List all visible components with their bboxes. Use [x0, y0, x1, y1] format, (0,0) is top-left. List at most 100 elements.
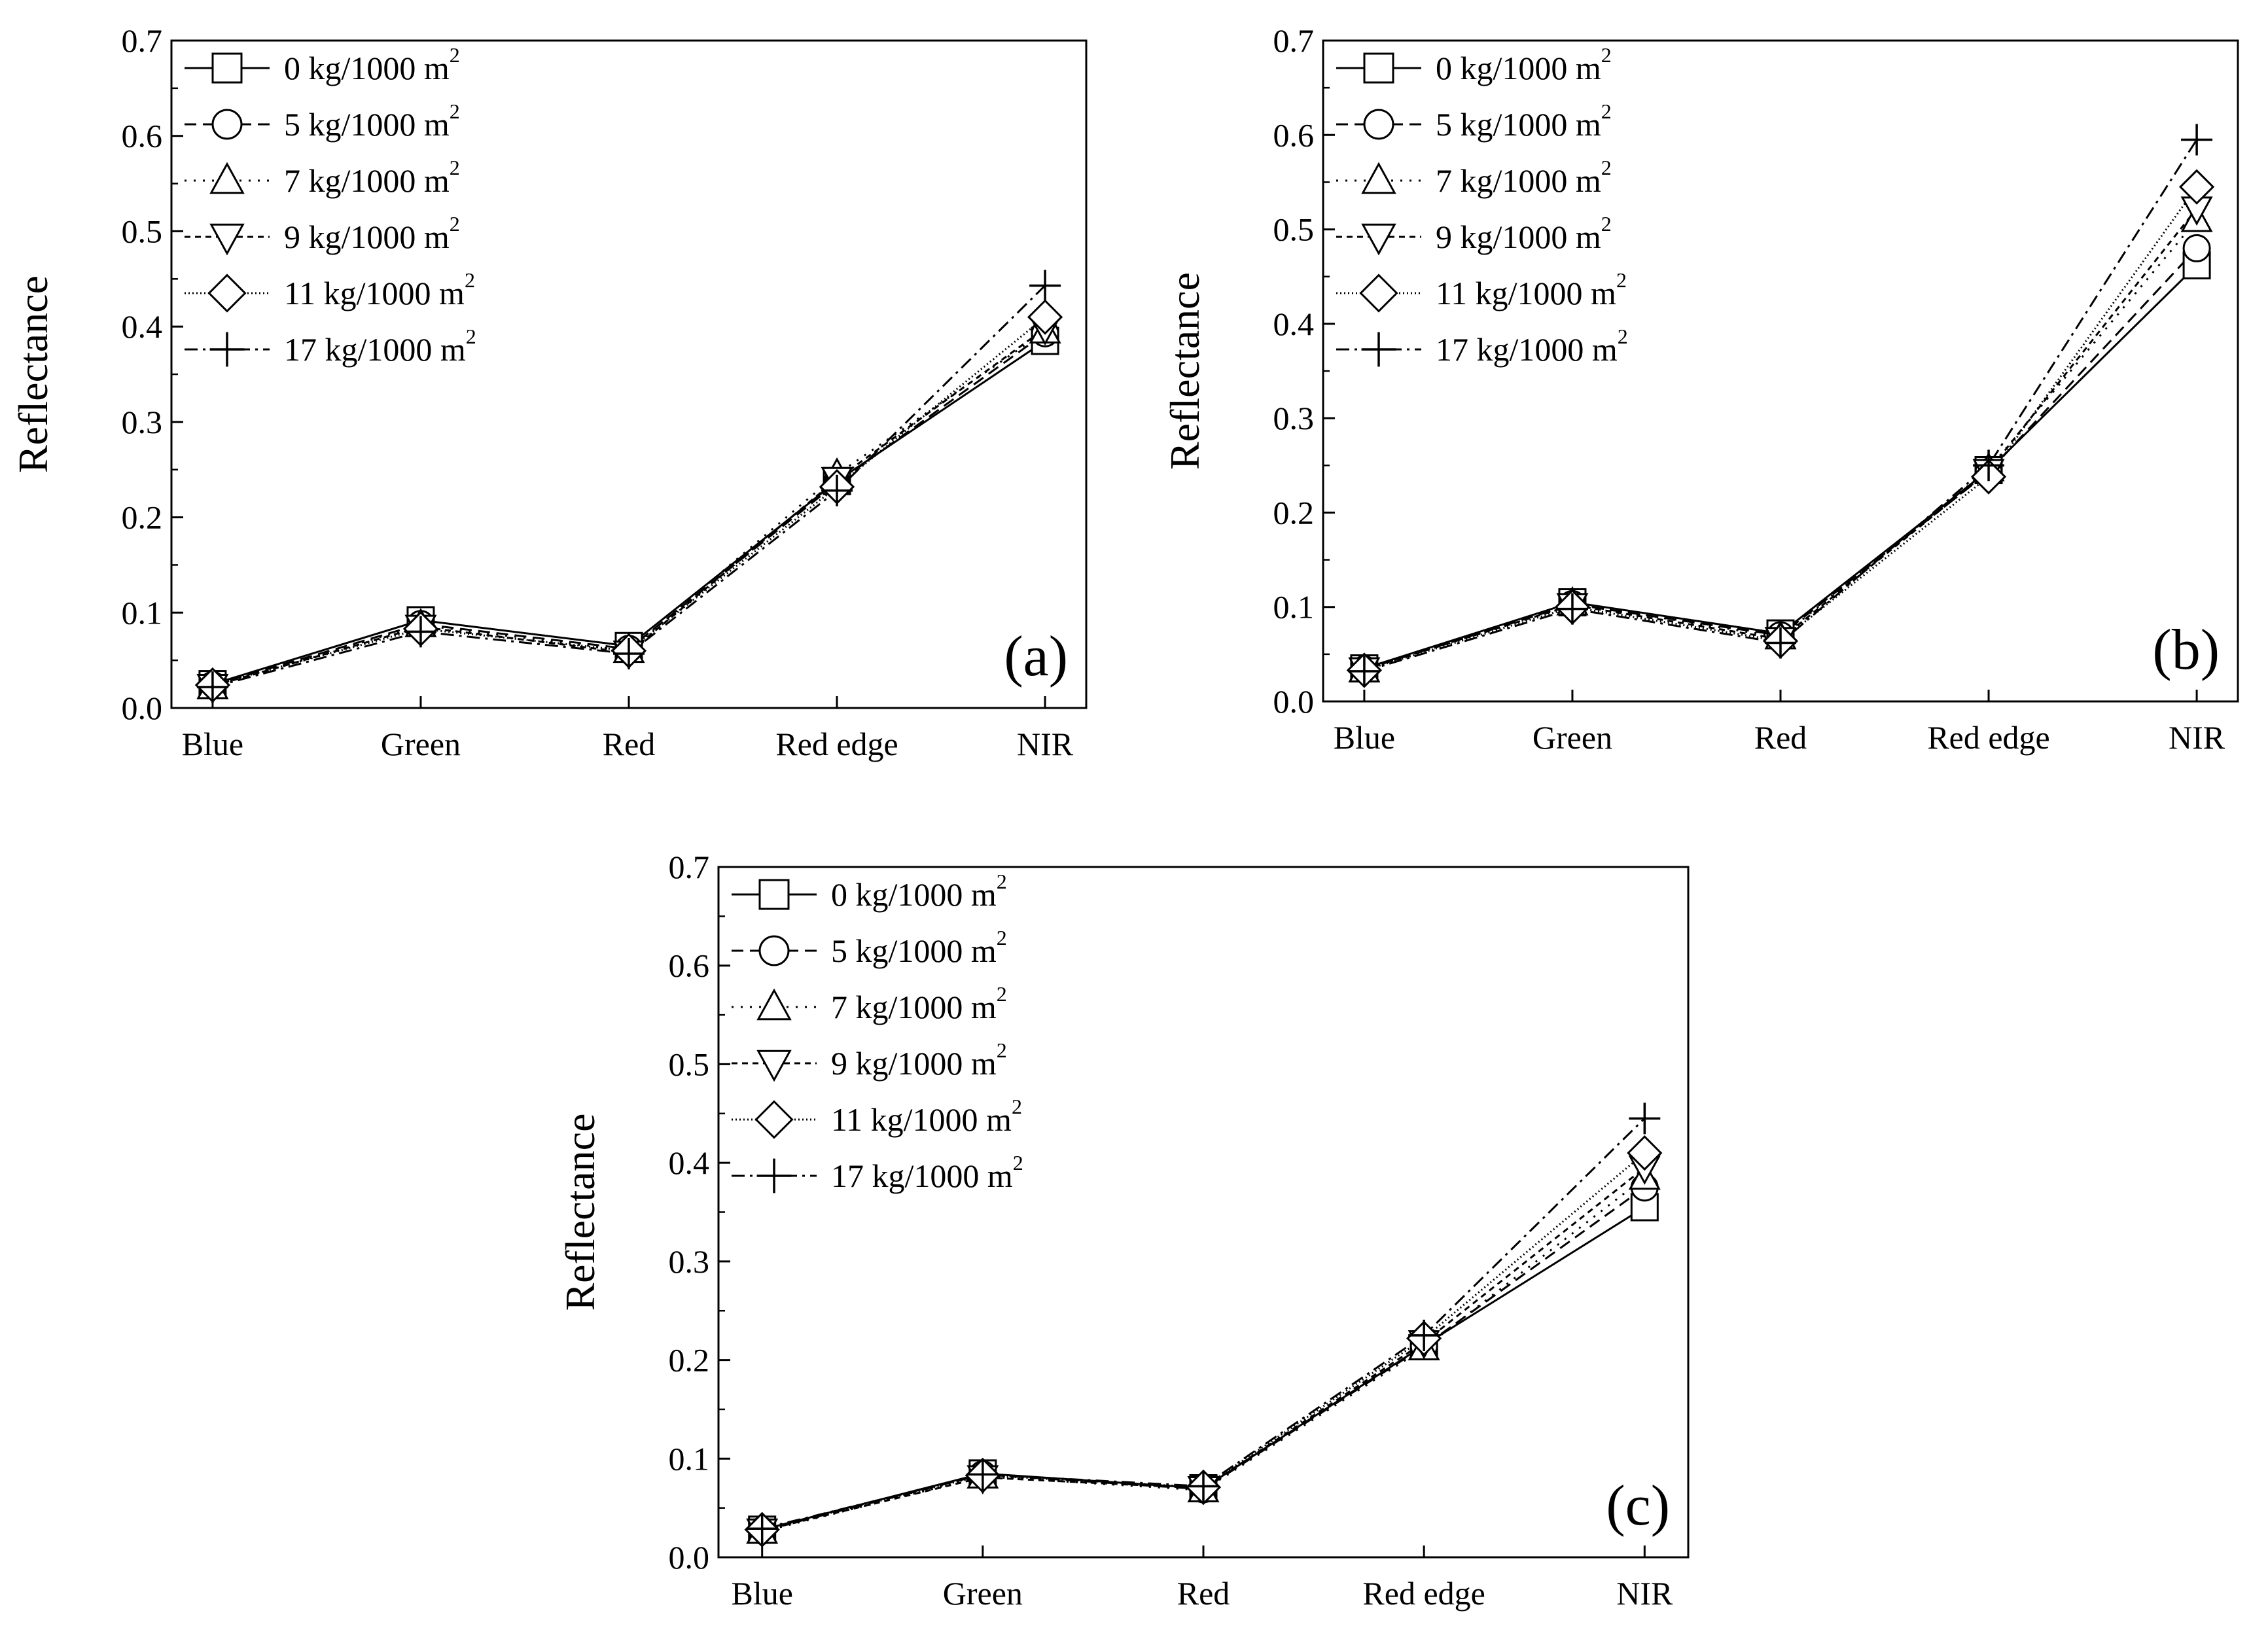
- y-tick-label: 0.3: [669, 1243, 710, 1280]
- legend-label: 7 kg/1000 m2: [1436, 156, 1612, 199]
- series-line: [1364, 186, 2198, 671]
- legend-label: 7 kg/1000 m2: [284, 156, 460, 199]
- data-point: [1629, 1103, 1661, 1135]
- x-tick-label: Red: [603, 726, 656, 762]
- y-tick-label: 0.0: [122, 690, 163, 726]
- legend-marker: [1363, 52, 1394, 84]
- y-tick-label: 0.5: [122, 213, 163, 249]
- legend-label: 0 kg/1000 m2: [1436, 43, 1612, 86]
- series-line: [1364, 207, 2198, 671]
- x-tick-label: Green: [381, 726, 461, 762]
- legend-label: 9 kg/1000 m2: [831, 1038, 1007, 1082]
- panel-label: (a): [1004, 625, 1068, 688]
- x-tick-label: NIR: [1616, 1575, 1673, 1612]
- legend-marker: [756, 1050, 792, 1082]
- x-tick-label: Green: [943, 1575, 1023, 1612]
- x-tick-label: Red edge: [1362, 1575, 1485, 1612]
- legend-label: 0 kg/1000 m2: [831, 870, 1007, 913]
- legend-label-superscript: 2: [1618, 325, 1628, 348]
- legend-marker: [754, 1100, 794, 1139]
- legend-label-superscript: 2: [997, 926, 1007, 949]
- y-tick-label: 0.1: [669, 1440, 710, 1477]
- plot-frame: [717, 866, 1690, 1559]
- y-tick-label: 0.2: [1273, 494, 1315, 531]
- legend-label: 11 kg/1000 m2: [831, 1095, 1022, 1138]
- y-axis-title: Reflectance: [10, 275, 56, 473]
- y-tick-label: 0.0: [669, 1539, 710, 1576]
- y-tick-label: 0.5: [669, 1046, 710, 1082]
- legend-label: 9 kg/1000 m2: [284, 212, 460, 255]
- y-tick-label: 0.3: [1273, 400, 1315, 436]
- y-tick-label: 0.2: [669, 1342, 710, 1379]
- x-tick-label: Red edge: [775, 726, 898, 762]
- legend-marker: [1361, 332, 1396, 367]
- x-tick-label: Blue: [1334, 719, 1395, 756]
- legend-label-superscript: 2: [1601, 212, 1612, 236]
- x-tick-label: Green: [1533, 719, 1612, 756]
- legend-label-superscript: 2: [1013, 1151, 1023, 1175]
- chart-panel-c: 0.0 0.1 0.2 0.3 0.4 0.5 0.6 0.7 Blue Green Red Red …: [557, 849, 1690, 1612]
- data-point: [2181, 124, 2213, 156]
- y-tick-label: 0.7: [122, 22, 163, 59]
- legend-label-superscript: 2: [1601, 99, 1612, 123]
- series-line: [212, 316, 1046, 686]
- legend-marker: [1361, 223, 1396, 256]
- y-tick-label: 0.1: [122, 594, 163, 631]
- x-tick-label: NIR: [1017, 726, 1074, 762]
- data-point: [2178, 169, 2215, 205]
- legend-label-superscript: 2: [1616, 268, 1627, 292]
- legend-marker: [1363, 109, 1394, 140]
- legend-marker: [756, 1158, 792, 1193]
- data-point: [1408, 1319, 1440, 1351]
- data-point: [1348, 655, 1380, 687]
- x-tick-label: Blue: [731, 1575, 792, 1612]
- panel-label: (c): [1606, 1474, 1670, 1538]
- legend-label: 5 kg/1000 m2: [831, 926, 1007, 969]
- y-tick-label: 0.7: [1273, 22, 1315, 59]
- x-tick-label: Blue: [182, 726, 243, 762]
- data-point: [1627, 1135, 1663, 1171]
- legend-label: 0 kg/1000 m2: [284, 43, 460, 86]
- legend-marker: [211, 52, 243, 84]
- y-tick-label: 0.4: [122, 308, 163, 345]
- data-point: [1556, 593, 1588, 625]
- legend-label: 11 kg/1000 m2: [1436, 268, 1627, 311]
- chart-panel-b: 0.0 0.1 0.2 0.3 0.4 0.5 0.6 0.7 Blue Green Red Red …: [1161, 22, 2239, 756]
- x-tick-label: NIR: [2169, 719, 2225, 756]
- y-axis-title: Reflectance: [1161, 272, 1208, 470]
- legend-label: 17 kg/1000 m2: [1436, 325, 1628, 368]
- y-tick-label: 0.6: [1273, 116, 1315, 153]
- legend-marker: [756, 988, 792, 1021]
- data-point: [404, 616, 436, 648]
- legend-marker: [758, 935, 790, 966]
- data-point: [746, 1513, 778, 1545]
- y-tick-label: 0.4: [1273, 306, 1315, 342]
- data-point: [1188, 1470, 1219, 1502]
- legend-label: 5 kg/1000 m2: [284, 99, 460, 143]
- legend-label: 5 kg/1000 m2: [1436, 99, 1612, 143]
- series-line: [762, 1167, 1646, 1532]
- legend-label-superscript: 2: [450, 212, 460, 236]
- legend-label: 7 kg/1000 m2: [831, 982, 1007, 1025]
- y-axis-title: Reflectance: [557, 1114, 603, 1311]
- chart-panel-a: 0.0 0.1 0.2 0.3 0.4 0.5 0.6 0.7 Blue Green Red Red …: [10, 22, 1088, 762]
- x-tick-label: Red: [1754, 719, 1807, 756]
- data-point: [821, 474, 853, 506]
- legend-marker: [209, 332, 245, 367]
- y-tick-label: 0.1: [1273, 589, 1315, 626]
- legend-label-superscript: 2: [997, 982, 1007, 1006]
- data-point: [1027, 299, 1063, 335]
- legend-label: 17 kg/1000 m2: [284, 325, 476, 368]
- legend-label: 9 kg/1000 m2: [1436, 212, 1612, 255]
- legend-marker: [209, 162, 245, 194]
- legend-label-superscript: 2: [450, 43, 460, 67]
- y-tick-label: 0.0: [1273, 683, 1315, 720]
- legend-label-superscript: 2: [997, 870, 1007, 893]
- y-tick-label: 0.2: [122, 499, 163, 536]
- legend-label-superscript: 2: [465, 268, 475, 292]
- panel-label: (b): [2152, 618, 2220, 682]
- data-point: [1765, 627, 1796, 659]
- legend-label: 17 kg/1000 m2: [831, 1151, 1023, 1194]
